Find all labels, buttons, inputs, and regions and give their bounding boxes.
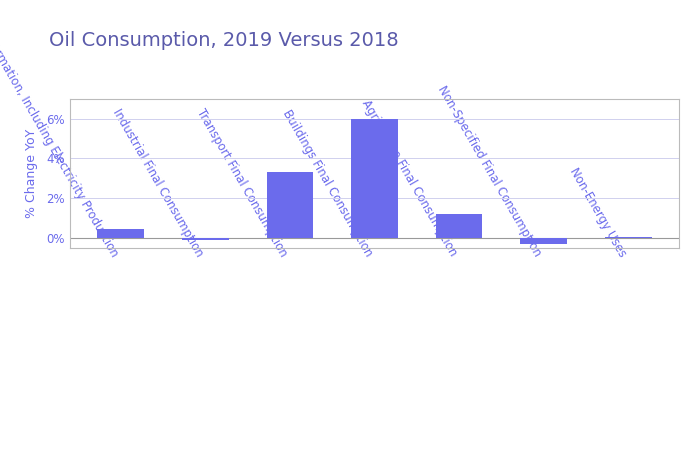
Y-axis label: % Change YoY: % Change YoY [25, 129, 38, 218]
Bar [267, 172, 313, 238]
Bar [351, 119, 398, 238]
Bar [97, 230, 144, 238]
Bar [520, 238, 567, 243]
Bar [436, 214, 482, 238]
Text: Oil Consumption, 2019 Versus 2018: Oil Consumption, 2019 Versus 2018 [49, 32, 398, 50]
Bar [182, 238, 229, 240]
